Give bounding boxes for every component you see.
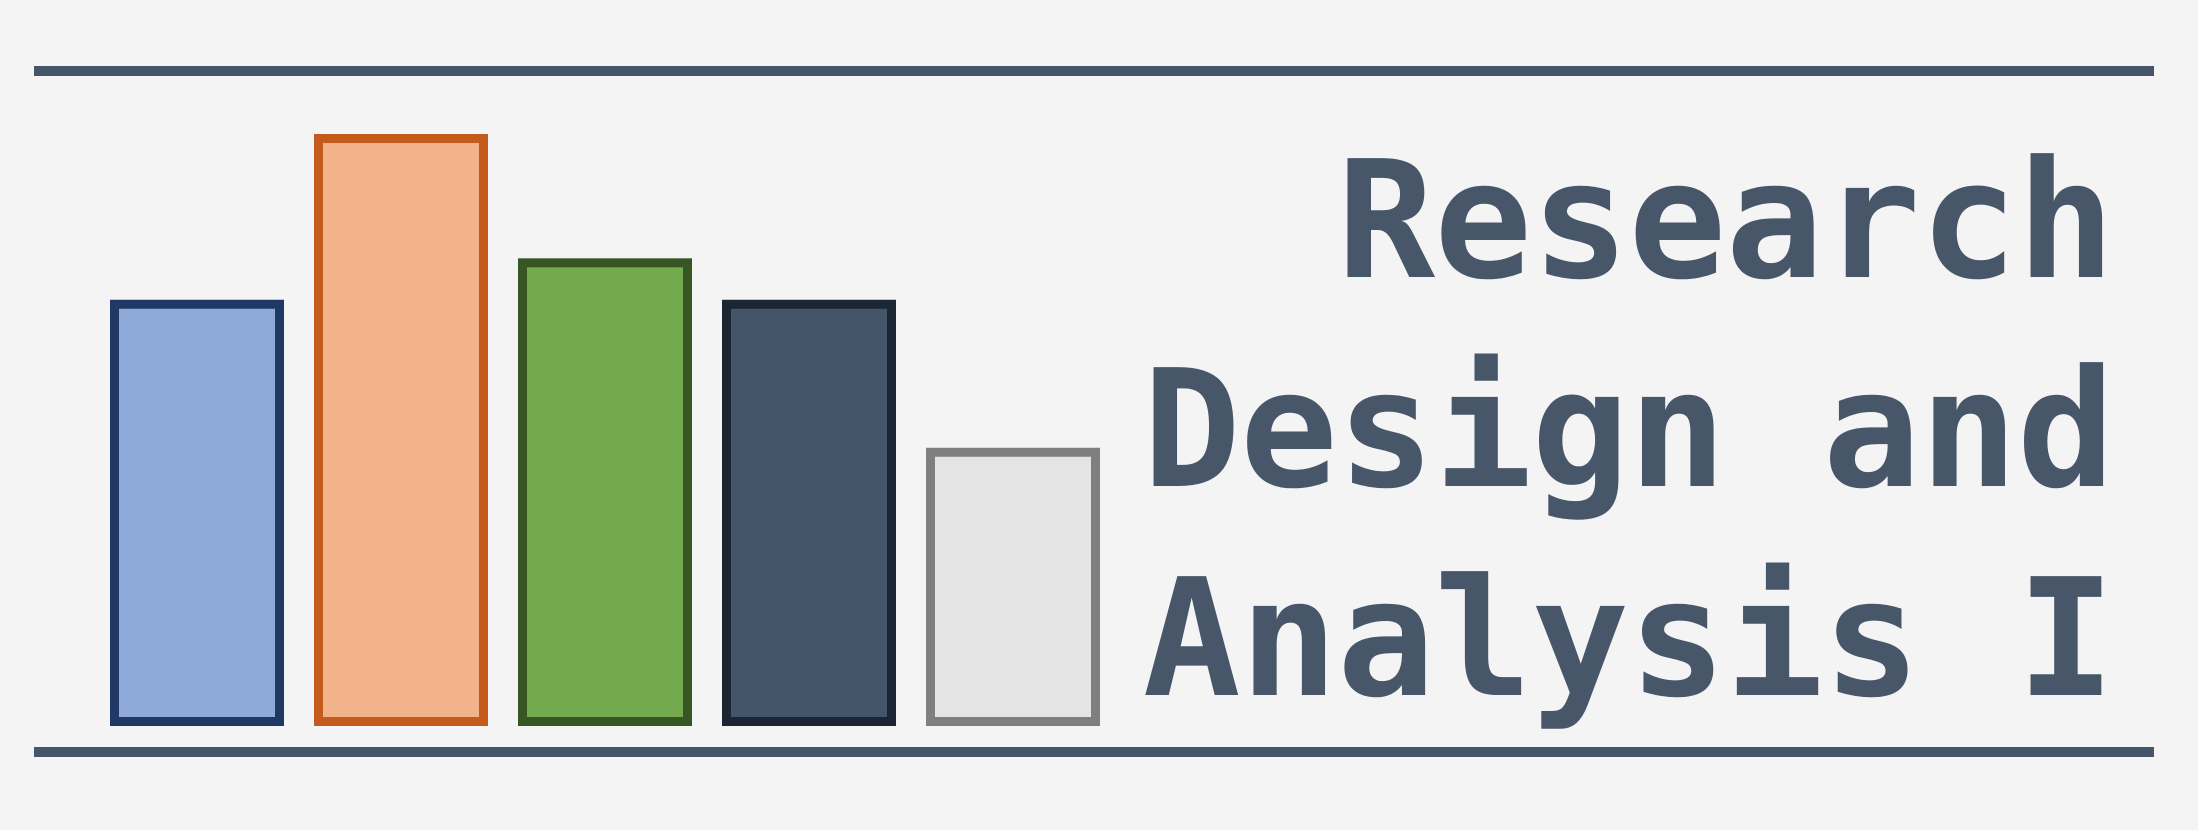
slate-bar-icon: [722, 299, 896, 726]
blue-bar-icon: [110, 299, 284, 726]
green-bar-icon: [518, 258, 692, 726]
gray-bar-icon: [926, 447, 1100, 726]
orange-bar-icon: [314, 134, 488, 726]
bottom-rule: [34, 747, 2154, 757]
title-line-2: Design and: [1142, 336, 2115, 525]
title-line-3: Analysis I: [1142, 545, 2115, 734]
title-line-1: Research: [1336, 127, 2115, 316]
top-rule: [34, 66, 2154, 76]
